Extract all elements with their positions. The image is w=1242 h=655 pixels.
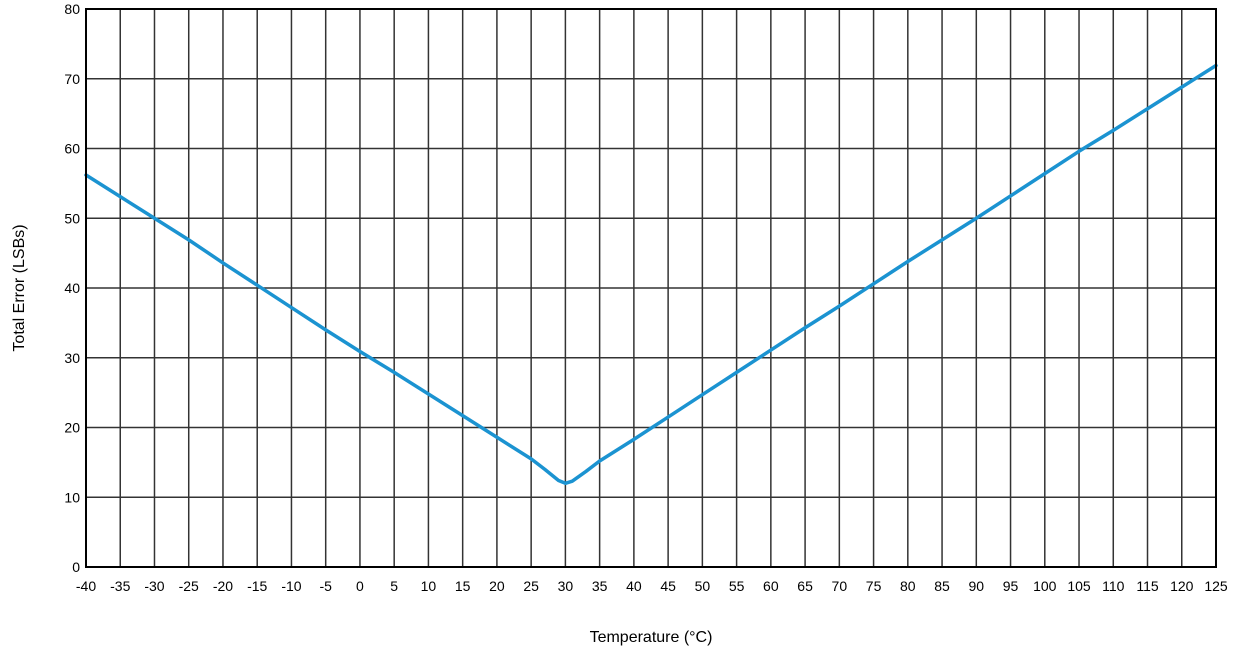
x-tick-label: 120 bbox=[1170, 578, 1194, 594]
x-tick-label: 10 bbox=[421, 578, 437, 594]
y-tick-label: 80 bbox=[64, 1, 80, 17]
x-tick-label: -20 bbox=[213, 578, 233, 594]
x-tick-label: 95 bbox=[1003, 578, 1019, 594]
series-line bbox=[84, 63, 1218, 486]
x-axis-ticks: -40 -35 -30 -25 -20 -15 -10 -5 0 5 10 15 20 25 30 35 40 4… bbox=[76, 578, 1228, 594]
y-axis-title: Total Error (LSBs) bbox=[11, 224, 28, 351]
x-tick-label: 55 bbox=[729, 578, 745, 594]
x-tick-label: 125 bbox=[1204, 578, 1228, 594]
x-tick-label: -35 bbox=[110, 578, 130, 594]
x-tick-label: 45 bbox=[660, 578, 676, 594]
x-tick-label: 35 bbox=[592, 578, 608, 594]
x-tick-label: 25 bbox=[523, 578, 539, 594]
x-axis-title: Temperature (°C) bbox=[590, 629, 713, 646]
y-tick-label: 0 bbox=[72, 559, 80, 575]
x-tick-label: 65 bbox=[797, 578, 813, 594]
series-layer bbox=[84, 63, 1218, 486]
x-tick-label: -10 bbox=[281, 578, 301, 594]
x-tick-label: 115 bbox=[1136, 578, 1159, 594]
y-axis-ticks: 0 10 20 30 40 50 60 70 80 bbox=[64, 1, 80, 575]
x-tick-label: 30 bbox=[558, 578, 574, 594]
grid bbox=[86, 9, 1216, 567]
x-tick-label: 90 bbox=[969, 578, 985, 594]
x-tick-label: 5 bbox=[390, 578, 398, 594]
plot-border bbox=[85, 8, 1217, 568]
y-tick-label: 60 bbox=[64, 141, 80, 157]
x-tick-label: 50 bbox=[695, 578, 711, 594]
x-tick-label: -25 bbox=[179, 578, 199, 594]
x-tick-label: -15 bbox=[247, 578, 267, 594]
x-tick-label: 60 bbox=[763, 578, 779, 594]
y-tick-label: 20 bbox=[64, 420, 80, 436]
y-tick-label: 50 bbox=[64, 210, 80, 226]
x-tick-label: 15 bbox=[455, 578, 471, 594]
y-tick-label: 10 bbox=[64, 489, 80, 505]
x-tick-label: 105 bbox=[1067, 578, 1091, 594]
x-tick-label: 70 bbox=[832, 578, 848, 594]
x-tick-label: 40 bbox=[626, 578, 642, 594]
x-tick-label: -5 bbox=[319, 578, 332, 594]
x-tick-label: 80 bbox=[900, 578, 916, 594]
x-tick-label: 75 bbox=[866, 578, 882, 594]
y-tick-label: 40 bbox=[64, 280, 80, 296]
y-tick-label: 70 bbox=[64, 71, 80, 87]
x-tick-label: 85 bbox=[934, 578, 950, 594]
x-tick-label: -40 bbox=[76, 578, 96, 594]
x-tick-label: -30 bbox=[144, 578, 164, 594]
x-tick-label: 100 bbox=[1033, 578, 1057, 594]
plot-frame bbox=[85, 8, 1217, 568]
x-tick-label: 20 bbox=[489, 578, 505, 594]
x-tick-label: 0 bbox=[356, 578, 364, 594]
y-tick-label: 30 bbox=[64, 350, 80, 366]
x-tick-label: 110 bbox=[1102, 578, 1125, 594]
